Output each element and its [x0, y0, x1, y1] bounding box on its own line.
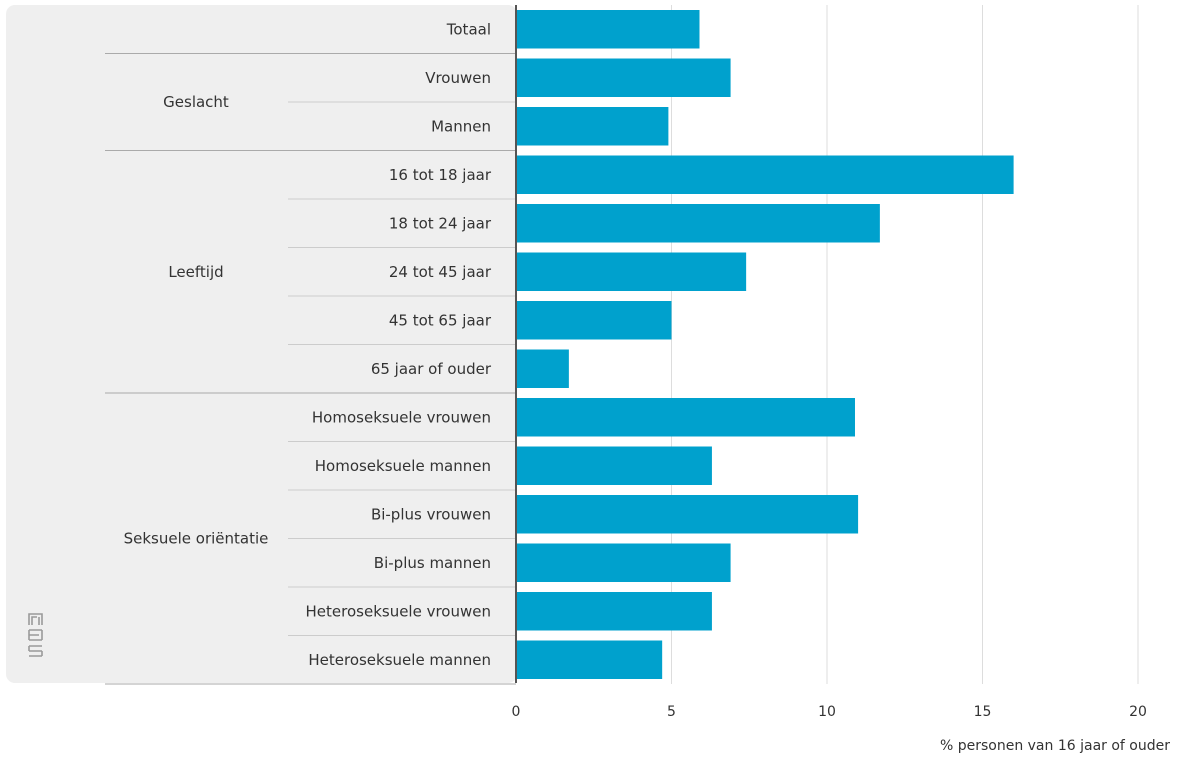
category-label: Homoseksuele vrouwen [312, 408, 491, 426]
category-label: 45 tot 65 jaar [389, 311, 492, 329]
bar [517, 641, 662, 680]
x-tick-labels: 0 5 10 15 20 [512, 704, 1147, 720]
bar [517, 156, 1014, 195]
category-label: 65 jaar of ouder [371, 360, 492, 378]
x-tick-label: 10 [818, 704, 836, 720]
x-tick-label: 20 [1129, 704, 1147, 720]
bar [517, 398, 855, 437]
category-label: Bi-plus mannen [374, 554, 491, 572]
bar [517, 301, 672, 340]
bar [517, 59, 731, 98]
category-label: Heteroseksuele mannen [308, 651, 491, 669]
gridlines [672, 5, 1139, 684]
bar [517, 10, 699, 49]
category-label: Homoseksuele mannen [315, 457, 491, 475]
category-label: 24 tot 45 jaar [389, 263, 492, 281]
category-label: 16 tot 18 jaar [389, 166, 492, 184]
bar [517, 350, 569, 389]
category-label: Heteroseksuele vrouwen [306, 602, 491, 620]
category-label: Vrouwen [425, 69, 491, 87]
bar [517, 447, 712, 486]
category-label: Mannen [431, 117, 491, 135]
group-label: Seksuele oriëntatie [124, 530, 269, 548]
bar [517, 107, 668, 146]
group-label: Leeftijd [168, 263, 223, 281]
x-tick-label: 0 [512, 704, 521, 720]
category-label: Totaal [446, 20, 491, 38]
group-label: Geslacht [163, 93, 229, 111]
bar [517, 495, 858, 534]
x-tick-label: 5 [667, 704, 676, 720]
bar [517, 253, 746, 292]
bar [517, 592, 712, 631]
category-label: 18 tot 24 jaar [389, 214, 492, 232]
x-axis-label: % personen van 16 jaar of ouder [940, 738, 1170, 754]
bar [517, 544, 731, 583]
bar [517, 204, 880, 243]
bars [517, 10, 1014, 679]
category-label: Bi-plus vrouwen [371, 505, 491, 523]
x-tick-label: 15 [974, 704, 992, 720]
